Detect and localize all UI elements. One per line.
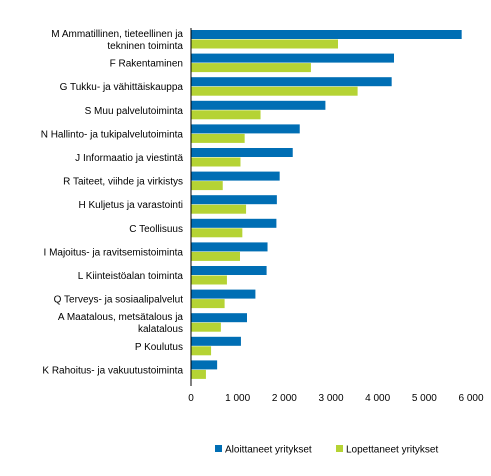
x-tick-label: 1 000: [225, 393, 250, 404]
legend: Aloittaneet yritykset Lopettaneet yrityks…: [215, 445, 438, 456]
legend-item-2: Lopettaneet yritykset: [336, 445, 438, 456]
bar-1-3: [191, 77, 392, 87]
legend-item-1: Aloittaneet yritykset: [215, 445, 312, 456]
bar-1-8: [191, 195, 277, 205]
category-label: L Kiinteistöalan toiminta: [78, 271, 184, 282]
legend-label: Lopettaneet yritykset: [346, 445, 438, 456]
bar-1-13: [191, 313, 247, 323]
x-tick-label: 5 000: [412, 393, 437, 404]
category-label: Q Terveys- ja sosiaalipalvelut: [54, 295, 184, 306]
bar-1-15: [191, 360, 218, 370]
bar-2-6: [191, 157, 241, 167]
bar-2-11: [191, 275, 227, 285]
bar-1-2: [191, 53, 394, 63]
category-label: S Muu palvelutoiminta: [85, 106, 184, 117]
bar-2-13: [191, 322, 221, 332]
category-label: P Koulutus: [135, 342, 183, 353]
x-axis: 0 1 000 2 000 3 000 4 000 5 000 6 000: [188, 393, 484, 404]
category-label: C Teollisuus: [129, 224, 183, 235]
bar-1-1: [191, 30, 462, 39]
bars-layer: [191, 30, 462, 379]
category-label: G Tukku- ja vähittäiskauppa: [60, 82, 184, 93]
x-tick-label: 4 000: [365, 393, 390, 404]
x-tick-label: 2 000: [272, 393, 297, 404]
category-label: K Rahoitus- ja vakuutustoiminta: [42, 365, 183, 376]
category-label: R Taiteet, viihde ja virkistys: [63, 177, 183, 188]
bar-1-12: [191, 289, 256, 299]
bar-2-3: [191, 86, 358, 96]
legend-label: Aloittaneet yritykset: [225, 445, 312, 456]
bar-2-12: [191, 299, 225, 309]
legend-swatch: [215, 445, 222, 452]
bar-2-2: [191, 63, 311, 73]
category-labels: M Ammatillinen, tieteellinen ja tekninen …: [41, 29, 184, 376]
x-tick-label: 0: [188, 393, 194, 404]
bar-1-4: [191, 100, 326, 110]
category-label: A Maatalous, metsätalous ja kalatalous: [58, 312, 184, 335]
bar-2-9: [191, 228, 243, 238]
category-label: N Hallinto- ja tukipalvelutoiminta: [41, 129, 184, 140]
category-label: J Informaatio ja viestintä: [75, 153, 183, 164]
bar-2-10: [191, 251, 240, 261]
bar-2-15: [191, 369, 206, 379]
category-label: H Kuljetus ja varastointi: [79, 200, 184, 211]
bar-2-8: [191, 204, 247, 214]
series-1-bars: [191, 30, 462, 370]
bar-1-9: [191, 218, 277, 228]
bar-2-5: [191, 133, 245, 143]
bar-1-11: [191, 266, 267, 275]
bar-2-7: [191, 181, 223, 191]
bar-1-14: [191, 336, 241, 346]
category-label: F Rakentaminen: [110, 59, 183, 70]
bar-1-6: [191, 148, 293, 157]
legend-swatch: [336, 445, 343, 452]
bar-1-10: [191, 242, 268, 252]
bar-1-7: [191, 171, 280, 181]
category-label: M Ammatillinen, tieteellinen ja tekninen …: [51, 29, 183, 52]
x-tick-label: 6 000: [458, 393, 483, 404]
bar-2-1: [191, 39, 338, 49]
bar-2-14: [191, 346, 212, 356]
bar-1-5: [191, 124, 300, 134]
series-2-bars: [191, 39, 358, 379]
x-tick-label: 3 000: [318, 393, 343, 404]
category-label: I Majoitus- ja ravitsemistoiminta: [44, 247, 184, 258]
bar-2-4: [191, 110, 261, 120]
